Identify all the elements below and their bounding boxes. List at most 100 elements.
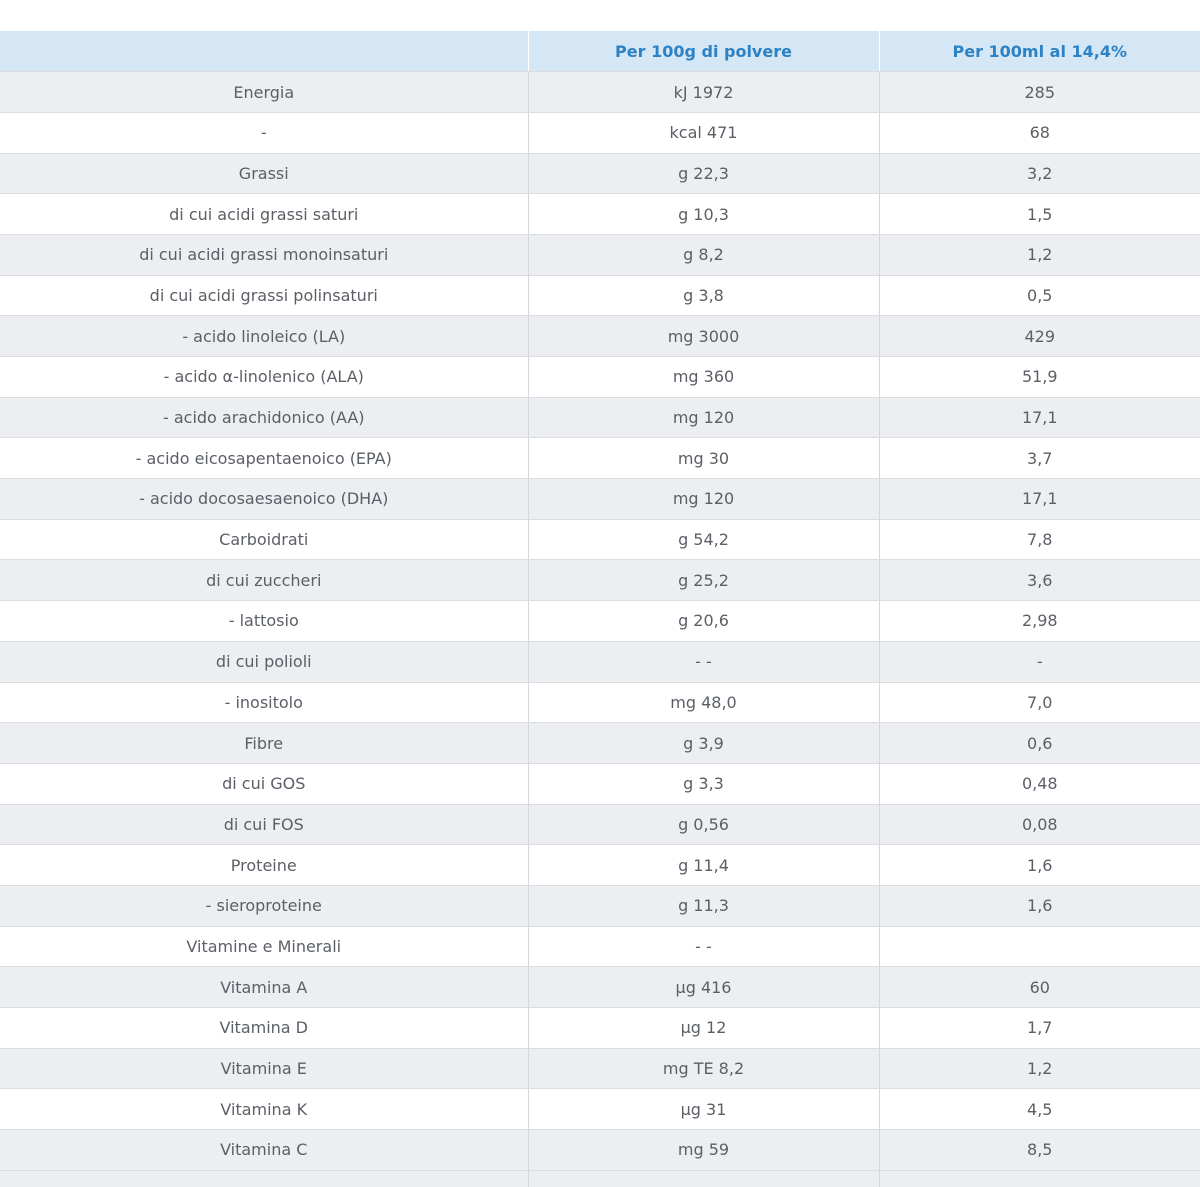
table-cell: Vitamina A: [0, 966, 529, 1008]
table-cell: g 3,3: [528, 763, 880, 805]
table-cell: - inositolo: [0, 682, 529, 724]
table-cell: 7,8: [879, 519, 1200, 561]
table-row: - lattosio g 20,6 2,98: [0, 600, 1200, 642]
table-cell: -: [879, 641, 1200, 683]
table-cell: kcal 471: [528, 112, 880, 154]
table-cell: 8,5: [879, 1129, 1200, 1171]
table-cell: Fibre: [0, 722, 529, 764]
table-cell: kJ 1972: [528, 71, 880, 113]
table-cell: - acido docosaesaenoico (DHA): [0, 478, 529, 520]
table-cell: - -: [528, 641, 880, 683]
table-cell: g 25,2: [528, 559, 880, 602]
table-cell: 1,5: [879, 193, 1200, 235]
table-cell: 1,7: [879, 1007, 1200, 1049]
table-cell: 4,5: [879, 1088, 1200, 1131]
table-cell: 68: [879, 112, 1200, 154]
table-cell: mg 48,0: [528, 682, 880, 724]
table-cell: mg 30: [528, 437, 880, 480]
table-row: - acido linoleico (LA) mg 3000 429: [0, 315, 1200, 357]
table-cell: di cui zuccheri: [0, 559, 529, 602]
table-row: di cui acidi grassi saturi g 10,3 1,5: [0, 193, 1200, 235]
table-cell: 0,48: [879, 763, 1200, 805]
table-cell: µg 416: [528, 966, 880, 1008]
table-cell: di cui FOS: [0, 804, 529, 846]
table-cell: [0, 1170, 529, 1187]
table-cell: mg 3000: [528, 315, 880, 357]
table-cell: mg 59: [528, 1129, 880, 1171]
table-cell: 60: [879, 966, 1200, 1008]
table-cell: Grassi: [0, 153, 529, 195]
table-cell: g 54,2: [528, 519, 880, 561]
table-cell: di cui polioli: [0, 641, 529, 683]
table-cell: Energia: [0, 71, 529, 113]
table-cell: 1,2: [879, 234, 1200, 276]
table-cell: Vitamina D: [0, 1007, 529, 1049]
table-cell: mg 120: [528, 397, 880, 439]
table-cell: 7,0: [879, 682, 1200, 724]
table-cell: - -: [528, 926, 880, 968]
table-cell: mg 120: [528, 478, 880, 520]
table-cell: 1,6: [879, 844, 1200, 886]
table-cell: - sieroproteine: [0, 885, 529, 927]
table-row: - sieroproteine g 11,3 1,6: [0, 885, 1200, 927]
table-cell: Vitamina K: [0, 1088, 529, 1131]
table-row: - acido docosaesaenoico (DHA) mg 120 17,1: [0, 478, 1200, 520]
table-cell: 3,7: [879, 437, 1200, 480]
table-cell: g 8,2: [528, 234, 880, 276]
table-cell: g 3,8: [528, 275, 880, 317]
table-container: Per 100g di polvere Per 100ml al 14,4% En…: [0, 31, 1200, 1187]
table-cell: 285: [879, 71, 1200, 113]
table-cell: µg 12: [528, 1007, 880, 1049]
table-cell: [879, 926, 1200, 968]
table-cell: Vitamina C: [0, 1129, 529, 1171]
table-cell: 51,9: [879, 356, 1200, 398]
table-row: Energia kJ 1972 285: [0, 71, 1200, 113]
table-row: - acido α-linolenico (ALA) mg 360 51,9: [0, 356, 1200, 398]
table-cell: -: [0, 112, 529, 154]
table-row: - acido arachidonico (AA) mg 120 17,1: [0, 397, 1200, 439]
table-row: Proteine g 11,4 1,6: [0, 844, 1200, 886]
table-cell: 429: [879, 315, 1200, 357]
header-cell: [0, 31, 529, 73]
header-cell: Per 100g di polvere: [528, 31, 880, 73]
table-cell: Proteine: [0, 844, 529, 886]
table-row: - inositolo mg 48,0 7,0: [0, 682, 1200, 724]
table-row: Carboidrati g 54,2 7,8: [0, 519, 1200, 561]
table-cell: - acido eicosapentaenoico (EPA): [0, 437, 529, 480]
table-cell: Carboidrati: [0, 519, 529, 561]
table-row: di cui GOS g 3,3 0,48: [0, 763, 1200, 805]
table-cell: 3,2: [879, 153, 1200, 195]
table-cell: Vitamina E: [0, 1048, 529, 1090]
table-row: di cui zuccheri g 25,2 3,6: [0, 559, 1200, 602]
table-cell: [528, 1170, 880, 1187]
table-row: - kcal 471 68: [0, 112, 1200, 154]
table-cell: di cui acidi grassi monoinsaturi: [0, 234, 529, 276]
table-cell: 1,2: [879, 1048, 1200, 1090]
table-cell: mg 360: [528, 356, 880, 398]
table-row: di cui FOS g 0,56 0,08: [0, 804, 1200, 846]
table-cell: Vitamine e Minerali: [0, 926, 529, 968]
header-row: Per 100g di polvere Per 100ml al 14,4%: [0, 31, 1200, 73]
table-row: Fibre g 3,9 0,6: [0, 722, 1200, 764]
table-cell: g 11,4: [528, 844, 880, 886]
table-cell: 17,1: [879, 397, 1200, 439]
table-cell: di cui acidi grassi saturi: [0, 193, 529, 235]
table-cell: g 22,3: [528, 153, 880, 195]
table-row: di cui polioli - --: [0, 641, 1200, 683]
table-cell: 0,6: [879, 722, 1200, 764]
table-cell: 0,5: [879, 275, 1200, 317]
table-cell: di cui acidi grassi polinsaturi: [0, 275, 529, 317]
header-cell: Per 100ml al 14,4%: [879, 31, 1200, 73]
table-row: di cui acidi grassi monoinsaturi g 8,2 1,2: [0, 234, 1200, 276]
table-row: Grassi g 22,3 3,2: [0, 153, 1200, 195]
table-cell: 0,08: [879, 804, 1200, 846]
table-cell: 1,6: [879, 885, 1200, 927]
table-cell: - acido α-linolenico (ALA): [0, 356, 529, 398]
partial-row: [0, 1170, 1200, 1187]
table-row: - acido eicosapentaenoico (EPA) mg 30 3,7: [0, 437, 1200, 480]
